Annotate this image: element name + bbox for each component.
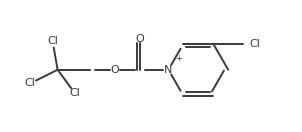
Text: Cl: Cl — [69, 88, 80, 98]
Text: Cl: Cl — [25, 78, 36, 88]
Text: O: O — [135, 34, 144, 44]
Text: +: + — [175, 54, 182, 63]
Text: Cl: Cl — [249, 39, 260, 49]
Text: O: O — [111, 65, 119, 75]
Text: Cl: Cl — [47, 36, 58, 46]
Text: N: N — [164, 65, 173, 75]
